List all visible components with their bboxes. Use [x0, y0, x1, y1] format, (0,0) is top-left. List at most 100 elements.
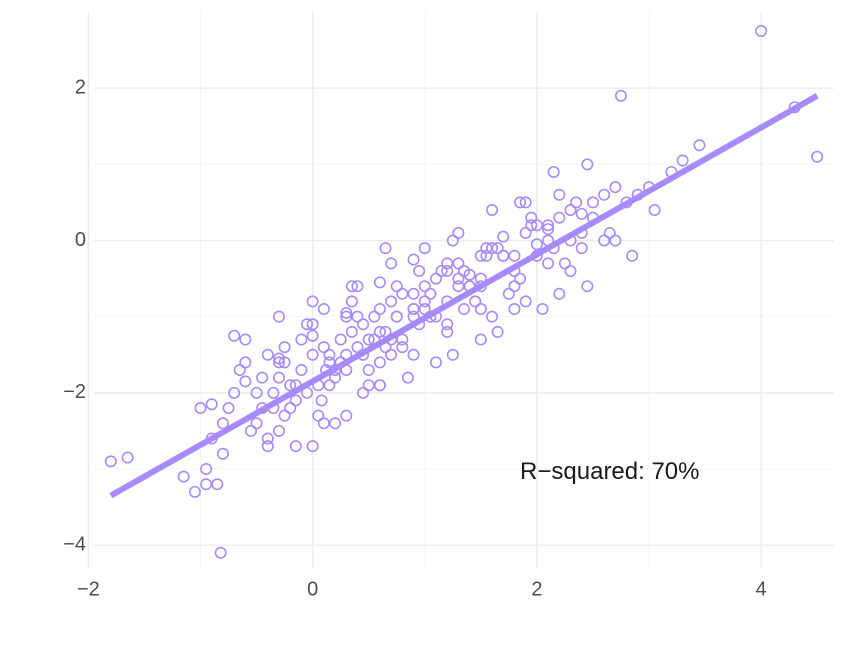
data-point [340, 310, 353, 323]
data-point [446, 234, 459, 247]
data-point [564, 234, 577, 247]
data-point [508, 264, 521, 277]
data-point [514, 196, 527, 209]
data-point [357, 318, 370, 331]
data-point [306, 329, 319, 342]
data-point [413, 264, 426, 277]
data-point [508, 280, 521, 293]
data-point [642, 181, 655, 194]
data-point [362, 363, 375, 376]
data-point [373, 276, 386, 289]
data-point [463, 280, 476, 293]
data-point [233, 363, 246, 376]
data-point [177, 470, 190, 483]
data-point [542, 219, 555, 232]
data-point [289, 394, 302, 407]
data-point [200, 462, 213, 475]
data-point [373, 356, 386, 369]
data-point [315, 394, 328, 407]
data-point [609, 181, 622, 194]
data-point [267, 386, 280, 399]
data-point [345, 280, 358, 293]
data-point [474, 280, 487, 293]
data-point [564, 204, 577, 217]
data-point [811, 150, 824, 163]
data-point [474, 333, 487, 346]
data-point [228, 386, 241, 399]
data-point [542, 234, 555, 247]
data-point [429, 310, 442, 323]
data-point [497, 249, 510, 262]
data-point [306, 295, 319, 308]
data-point [575, 242, 588, 255]
data-point [272, 424, 285, 437]
data-point [486, 310, 499, 323]
data-point [278, 341, 291, 354]
data-point [261, 440, 274, 453]
data-point [648, 204, 661, 217]
data-point [452, 280, 465, 293]
data-point [317, 303, 330, 316]
data-point [631, 188, 644, 201]
data-point [407, 287, 420, 300]
data-point [474, 272, 487, 285]
data-point [329, 363, 342, 376]
data-point [272, 310, 285, 323]
data-point [362, 333, 375, 346]
data-point [284, 402, 297, 415]
data-point [547, 165, 560, 178]
data-point [216, 447, 229, 460]
data-point [502, 287, 515, 300]
data-point [519, 295, 532, 308]
data-point [570, 196, 583, 209]
data-point [755, 25, 768, 38]
data-point [519, 226, 532, 239]
data-point [491, 325, 504, 338]
data-point [222, 402, 235, 415]
y-tick-labels: −4 −2 0 2 [63, 76, 86, 555]
data-point [289, 440, 302, 453]
data-point [357, 348, 370, 361]
data-point [547, 242, 560, 255]
data-point [396, 341, 409, 354]
data-point [457, 264, 470, 277]
data-point [323, 348, 336, 361]
data-point [301, 386, 314, 399]
data-point [385, 295, 398, 308]
data-point [530, 238, 543, 251]
x-tick-label: 0 [307, 578, 318, 600]
data-point [272, 356, 285, 369]
data-point [345, 295, 358, 308]
data-point [407, 253, 420, 266]
data-point [575, 207, 588, 220]
regression-line [109, 93, 819, 499]
data-point [429, 356, 442, 369]
data-point [334, 356, 347, 369]
data-point [441, 257, 454, 270]
data-point [553, 188, 566, 201]
data-point [407, 348, 420, 361]
data-point [457, 303, 470, 316]
data-point [497, 230, 510, 243]
data-point [598, 188, 611, 201]
data-point [357, 386, 370, 399]
data-point [306, 440, 319, 453]
data-point [340, 409, 353, 422]
data-point [418, 280, 431, 293]
data-point [441, 325, 454, 338]
data-point [603, 226, 616, 239]
data-point [586, 196, 599, 209]
x-tick-label: −2 [77, 578, 100, 600]
data-point [401, 371, 414, 384]
data-point [214, 546, 227, 559]
data-point [345, 325, 358, 338]
y-tick-label: −4 [63, 533, 86, 555]
data-point [284, 379, 297, 392]
data-point [480, 249, 493, 262]
data-point [553, 211, 566, 224]
data-point [491, 242, 504, 255]
data-point [486, 204, 499, 217]
data-point [244, 424, 257, 437]
data-point [530, 249, 543, 262]
